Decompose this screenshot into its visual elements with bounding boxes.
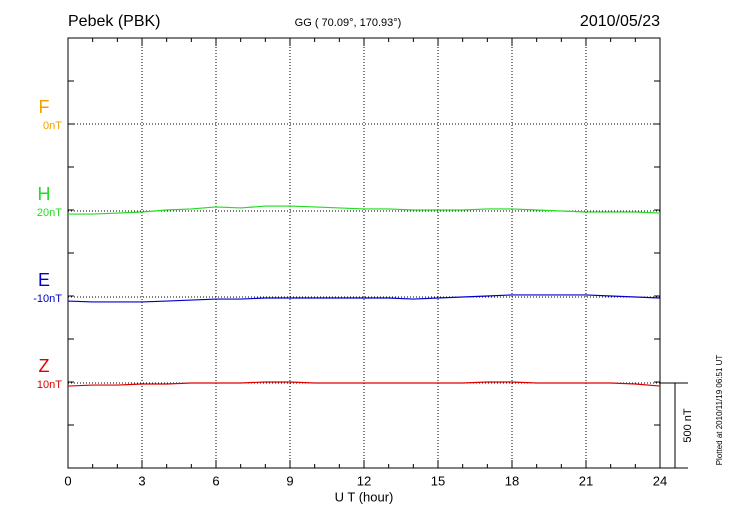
- series-name: H: [38, 184, 51, 204]
- x-tick-label: 3: [138, 473, 145, 488]
- series-line: [67, 294, 661, 303]
- series-name: F: [39, 97, 50, 117]
- chart-title: Pebek (PBK): [68, 13, 160, 30]
- plot-frame: [67, 37, 661, 469]
- x-tick-label: 15: [431, 473, 445, 488]
- x-tick-label: 18: [505, 473, 519, 488]
- x-tick-label: 12: [357, 473, 371, 488]
- chart-date: 2010/05/23: [580, 13, 660, 30]
- series-name: E: [38, 270, 50, 290]
- baseline-label: 10nT: [37, 379, 62, 391]
- x-tick-label: 24: [653, 473, 667, 488]
- footnote: Plotted at 2010/11/19 06:51 UT: [715, 355, 724, 466]
- x-tick-label: 21: [579, 473, 593, 488]
- x-axis-label: U T (hour): [335, 489, 394, 504]
- baseline-label: 0nT: [43, 120, 62, 132]
- baseline-label: -10nT: [33, 293, 62, 305]
- series-name: Z: [39, 356, 50, 376]
- x-tick-label: 6: [212, 473, 219, 488]
- x-tick-label: 0: [64, 473, 71, 488]
- series-line: [67, 381, 661, 387]
- series-line: [68, 205, 661, 215]
- x-tick-label: 9: [286, 473, 293, 488]
- scale-bar-label: 500 nT: [682, 408, 694, 443]
- chart-subtitle: GG ( 70.09°, 170.93°): [295, 17, 402, 29]
- baseline-label: 20nT: [37, 207, 62, 219]
